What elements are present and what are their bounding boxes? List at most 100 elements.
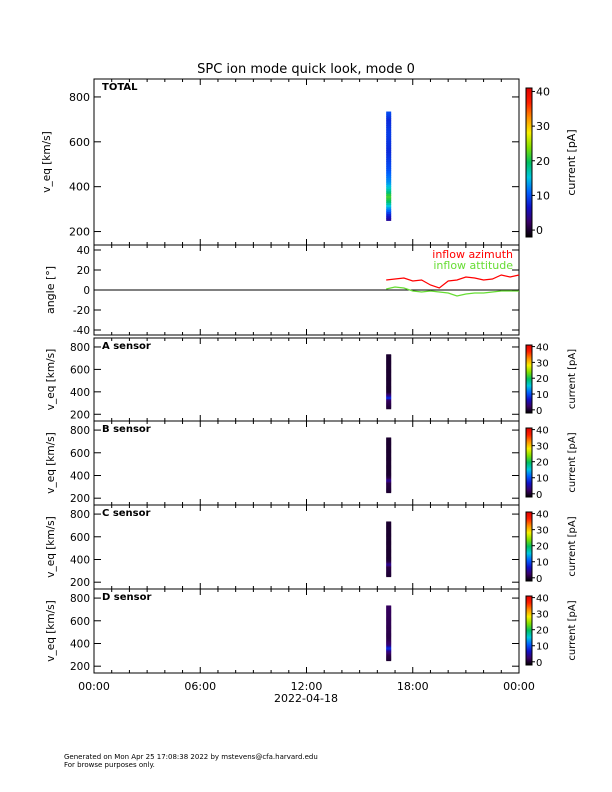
heatmap-cell xyxy=(386,606,392,609)
heatmap-cell xyxy=(386,443,392,445)
heatmap-cell xyxy=(386,486,392,489)
heatmap-cell xyxy=(386,354,392,356)
heatmap-cell xyxy=(386,554,392,557)
y-tick-label: 800 xyxy=(70,342,90,354)
heatmap-cell xyxy=(386,471,392,474)
heatmap-cell xyxy=(386,635,392,638)
colorbar-tick-label: 40 xyxy=(536,426,549,437)
heatmap-cell xyxy=(386,367,392,370)
heatmap-cell xyxy=(386,355,392,358)
heatmap-cell xyxy=(386,170,392,174)
colorbar-tick-label: 20 xyxy=(536,155,550,168)
heatmap-cell xyxy=(386,629,392,632)
heatmap-cell xyxy=(386,406,392,409)
heatmap-cell xyxy=(386,193,392,196)
heatmap-cell xyxy=(386,118,392,122)
colorbar-tick-label: 0 xyxy=(536,224,543,237)
heatmap-cell xyxy=(386,358,392,361)
heatmap-cell xyxy=(386,491,392,494)
heatmap-cell xyxy=(386,383,392,386)
y-tick-label: 200 xyxy=(70,493,90,505)
heatmap-cell xyxy=(386,608,392,611)
heatmap-cell xyxy=(386,111,392,115)
heatmap-cell xyxy=(386,489,392,491)
heatmap-cell xyxy=(386,154,392,158)
heatmap-cell xyxy=(386,364,392,367)
heatmap-cell xyxy=(386,478,392,481)
heatmap-cell xyxy=(386,373,392,376)
heatmap-cell xyxy=(386,439,392,442)
panel-label: TOTAL xyxy=(102,82,138,93)
heatmap-cell xyxy=(386,385,392,388)
heatmap-cell xyxy=(386,211,392,215)
figure-title: SPC ion mode quick look, mode 0 xyxy=(197,62,415,77)
colorbar-label: current [pA] xyxy=(565,129,578,195)
y-tick-label: 400 xyxy=(70,470,90,482)
y-tick-label: 200 xyxy=(69,226,90,239)
heatmap-cell xyxy=(386,657,392,659)
colorbar-tick-label: 10 xyxy=(536,474,549,485)
heatmap-cell xyxy=(386,357,392,360)
heatmap-cell xyxy=(386,575,392,578)
heatmap-cell xyxy=(386,614,392,617)
y-tick-label: 200 xyxy=(70,409,90,421)
heatmap-cell xyxy=(386,568,392,571)
colorbar-tick-label: 0 xyxy=(536,658,542,669)
heatmap-cell xyxy=(386,624,392,627)
heatmap-cell xyxy=(386,463,392,466)
heatmap-cell xyxy=(386,147,392,151)
heatmap-cell xyxy=(386,644,392,647)
colorbar-tick-label: 20 xyxy=(536,626,549,637)
heatmap-cell xyxy=(386,522,392,525)
heatmap-cell xyxy=(386,464,392,467)
heatmap-cell xyxy=(386,637,392,640)
heatmap-cell xyxy=(386,562,392,565)
y-tick-label: 600 xyxy=(70,448,90,460)
heatmap-cell xyxy=(386,475,392,478)
heatmap-cell xyxy=(386,398,392,401)
heatmap-cell xyxy=(386,218,392,221)
heatmap-cell xyxy=(386,649,392,651)
heatmap-cell xyxy=(386,452,392,455)
y-tick-label: 600 xyxy=(70,364,90,376)
heatmap-cell xyxy=(386,462,392,465)
heatmap-cell xyxy=(386,125,392,128)
heatmap-cell xyxy=(386,479,392,482)
heatmap-cell xyxy=(386,455,392,458)
colorbar-tick-label: 30 xyxy=(536,120,550,133)
heatmap-cell xyxy=(386,483,392,486)
heatmap-cell xyxy=(386,638,392,641)
heatmap-cell xyxy=(386,611,392,613)
y-tick-label: 800 xyxy=(70,593,90,605)
heatmap-cell xyxy=(386,374,392,377)
heatmap-cell xyxy=(386,204,392,208)
panel-label: A sensor xyxy=(102,341,151,352)
heatmap-cell xyxy=(386,569,392,572)
panel-b-sensor: B sensor v_eq [km/s] 0 10 20 30 40 current [pA] xyxy=(45,420,578,506)
heatmap-cell xyxy=(386,645,392,648)
heatmap-cell xyxy=(386,560,392,563)
heatmap-cell xyxy=(386,571,392,574)
colorbar-tick-label: 40 xyxy=(536,343,549,354)
heatmap-cell xyxy=(386,654,392,657)
heatmap-cell xyxy=(386,634,392,636)
heatmap-cell xyxy=(386,534,392,536)
footer-generated: Generated on Mon Apr 25 17:08:38 2022 by… xyxy=(64,753,318,761)
heatmap-cell xyxy=(386,646,392,649)
heatmap-cell xyxy=(386,526,392,528)
heatmap-cell xyxy=(386,473,392,475)
panel-label: C sensor xyxy=(102,508,150,519)
heatmap-cell xyxy=(386,643,392,646)
heatmap-cell xyxy=(386,363,392,366)
heatmap-cell xyxy=(386,136,392,140)
heatmap-cell xyxy=(386,485,392,488)
heatmap-cell xyxy=(386,208,392,212)
heatmap-cell xyxy=(386,548,392,551)
heatmap-cell xyxy=(386,487,392,490)
y-tick-label: 0 xyxy=(83,285,90,297)
colorbar-tick-label: 40 xyxy=(536,85,550,98)
y-axis-label: v_eq [km/s] xyxy=(45,600,57,661)
x-tick-label: 00:00 xyxy=(503,680,535,693)
heatmap-cell xyxy=(386,389,392,392)
heatmap-cell xyxy=(386,555,392,558)
